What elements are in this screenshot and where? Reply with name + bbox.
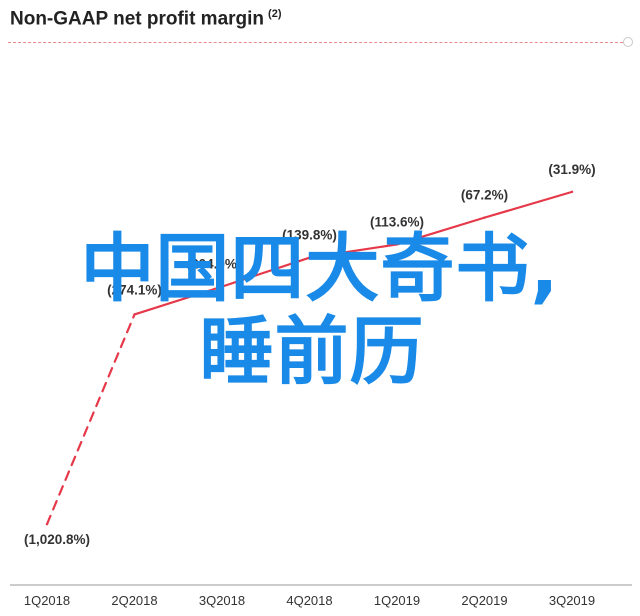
series-segment — [133, 285, 224, 316]
data-point — [308, 256, 311, 259]
series-segment — [395, 216, 486, 246]
x-tick-label: 1Q2019 — [374, 593, 420, 608]
data-label: (113.6%) — [370, 214, 424, 229]
title-divider — [8, 42, 628, 43]
data-label: (274.1%) — [107, 282, 162, 297]
series-segment — [308, 243, 399, 259]
x-tick-label: 2Q2019 — [461, 593, 507, 608]
data-label: (31.9%) — [548, 162, 595, 177]
chart-title-text: Non-GAAP net profit margin — [10, 8, 265, 30]
data-label: (139.8%) — [282, 228, 337, 243]
x-tick-label: 2Q2018 — [111, 593, 157, 608]
series-segment — [483, 190, 574, 219]
data-label: (67.2%) — [461, 188, 508, 203]
data-label: (204.0%) — [187, 257, 242, 272]
x-tick-label: 3Q2018 — [199, 593, 245, 608]
x-tick-label: 1Q2018 — [24, 593, 70, 608]
data-point — [133, 313, 136, 316]
data-label: (1,020.8%) — [24, 532, 90, 547]
data-point — [395, 243, 399, 246]
data-point — [45, 522, 49, 526]
data-point — [570, 190, 574, 194]
series-segment — [220, 256, 311, 288]
chart-title: Non-GAAP net profit margin (2) — [10, 8, 282, 30]
x-tick-label: 3Q2019 — [549, 593, 595, 608]
footnote-marker: (2) — [268, 8, 282, 20]
data-point — [483, 216, 486, 219]
x-tick-label: 4Q2018 — [286, 593, 332, 608]
series-segment — [45, 313, 136, 526]
data-point — [220, 285, 224, 288]
title-divider-end-dot — [623, 37, 633, 47]
